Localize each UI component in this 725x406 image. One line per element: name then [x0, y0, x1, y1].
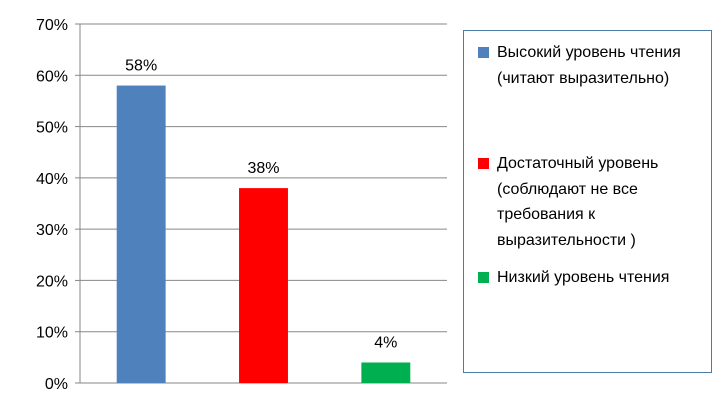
y-tick-label: 60% [36, 68, 68, 85]
legend-item-sufficient: Достаточный уровень (соблюдают не все тр… [478, 151, 708, 253]
data-label-1: 58% [125, 58, 157, 75]
y-tick-label: 30% [36, 222, 68, 239]
y-tick-label: 20% [36, 273, 68, 290]
legend-swatch-sufficient [478, 158, 489, 169]
bars [116, 85, 411, 384]
legend-swatch-high [478, 47, 489, 58]
y-tick-label: 10% [36, 325, 68, 342]
legend-item-low: Низкий уровень чтения [478, 265, 708, 291]
legend-swatch-low [478, 272, 489, 283]
data-label-2: 38% [247, 160, 279, 177]
bar-2 [239, 188, 288, 383]
data-label-3: 4% [374, 334, 397, 351]
legend: Высокий уровень чтения (читают выразител… [463, 30, 712, 373]
bar-3 [361, 362, 411, 383]
y-tick-label: 70% [36, 17, 68, 34]
legend-label-sufficient: Достаточный уровень (соблюдают не все тр… [497, 155, 659, 249]
y-tick-label: 50% [36, 120, 68, 137]
legend-label-high: Высокий уровень чтения (читают выразител… [497, 44, 681, 87]
y-tick-label: 40% [36, 171, 68, 188]
data-labels: 58% 38% 4% [125, 58, 397, 352]
y-tick-label: 0% [45, 376, 68, 393]
legend-label-low: Низкий уровень чтения [497, 269, 670, 286]
legend-item-high: Высокий уровень чтения (читают выразител… [478, 40, 708, 91]
bar-1 [116, 85, 166, 384]
y-tick-labels: 0% 10% 20% 30% 40% 50% 60% 70% [36, 17, 68, 393]
